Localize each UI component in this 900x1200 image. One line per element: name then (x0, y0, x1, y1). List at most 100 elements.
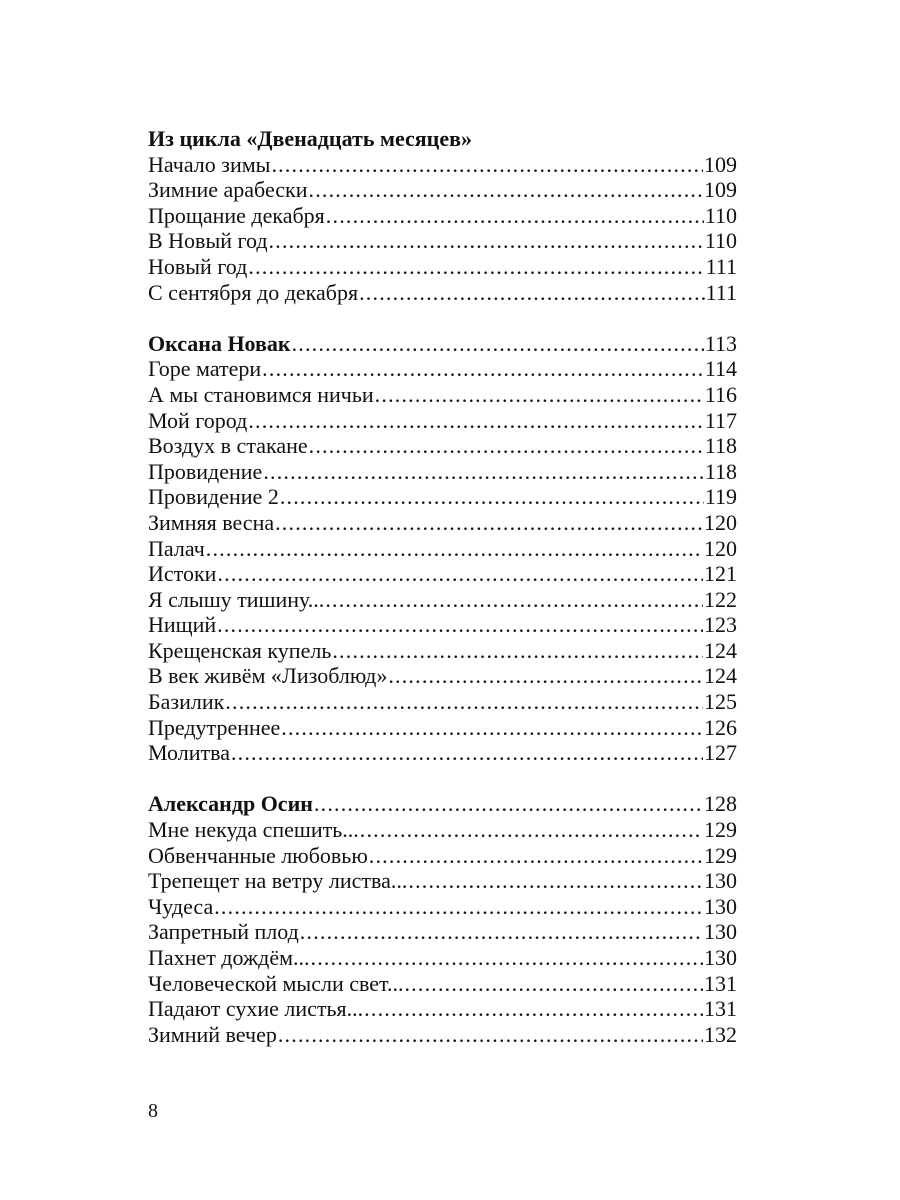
toc-entry: Горе матери 114 (148, 356, 737, 382)
dot-leader (359, 280, 705, 306)
toc-entry-page: 118 (704, 433, 737, 459)
toc-entry-title: А мы становимся ничьи (148, 381, 374, 407)
toc-entry: Предутреннее 126 (148, 715, 737, 741)
toc-entry-page: 124 (704, 637, 737, 663)
dot-leader (300, 919, 703, 945)
dot-leader (360, 817, 703, 843)
toc-entry-title: Предутреннее (148, 714, 281, 740)
toc-entry-page: 120 (704, 535, 737, 561)
toc-entry: Провидение 118 (148, 459, 737, 485)
toc-entry-title: Начало зимы (148, 151, 271, 177)
page-number: 8 (148, 1100, 158, 1122)
toc-entry-title: Палач (148, 535, 205, 561)
dot-leader (311, 945, 703, 971)
toc-entry: Обвенчанные любовью 129 (148, 843, 737, 869)
toc-entry: Мне некуда спешить... 129 (148, 817, 737, 843)
toc-entry-title: Пахнет дождём... (148, 945, 310, 970)
toc-entry: Палач 120 (148, 536, 737, 562)
section-heading-page: 113 (704, 330, 737, 356)
toc-entry-page: 130 (704, 945, 737, 970)
toc-entry-title: Воздух в стакане (148, 433, 308, 459)
toc-entry-title: Трепещет на ветру листва... (148, 868, 408, 894)
toc-entry-page: 109 (704, 151, 737, 177)
toc-entry-page: 119 (704, 484, 737, 510)
toc-entry-page: 118 (704, 458, 737, 484)
toc-entry-title: В век живём «Лизоблюд» (148, 663, 388, 689)
toc-entry: Человеческой мысли свет... 131 (148, 971, 737, 997)
toc-entry: Зимний вечер 132 (148, 1022, 737, 1048)
toc-entry-page: 117 (704, 407, 737, 433)
section-heading-title: Оксана Новак (148, 330, 291, 356)
toc-entry-title: Провидение (148, 458, 263, 484)
dot-leader (280, 484, 704, 510)
toc-entry: Крещенская купель 124 (148, 638, 737, 664)
toc-entry: В Новый год 110 (148, 228, 737, 254)
toc-entry-title: Падают сухие листья... (148, 996, 364, 1022)
toc-entry: Падают сухие листья... 131 (148, 996, 737, 1022)
dot-leader (231, 740, 703, 766)
toc-entry: Чудеса 130 (148, 894, 737, 920)
toc-entry-title: Мне некуда спешить... (148, 817, 359, 843)
toc-entry-page: 120 (704, 509, 737, 535)
dot-leader (375, 382, 704, 408)
toc-entry-title: С сентября до декабря (148, 279, 359, 305)
toc-entry: Новый год 111 (148, 254, 737, 280)
toc-entry-page: 110 (704, 202, 737, 228)
dot-leader (332, 638, 703, 664)
toc-entry: Начало зимы 109 (148, 152, 737, 178)
toc-entry-title: Мой город (148, 407, 248, 433)
toc-entry-page: 131 (704, 970, 737, 996)
toc-entry-page: 121 (704, 561, 737, 587)
dot-leader (408, 868, 703, 894)
toc-entry: В век живём «Лизоблюд» 124 (148, 663, 737, 689)
dot-leader (262, 356, 704, 382)
toc-entry: Мой город 117 (148, 408, 737, 434)
toc-entry-page: 129 (704, 817, 737, 843)
dot-leader (269, 228, 704, 254)
dot-leader (217, 561, 703, 587)
dot-leader (214, 894, 703, 920)
dot-leader (275, 510, 703, 536)
dot-leader (278, 1022, 703, 1048)
toc-entry-title: Запретный плод (148, 919, 299, 945)
toc-entry-page: 124 (704, 663, 737, 689)
dot-leader (309, 433, 704, 459)
toc-entry-title: Истоки (148, 561, 217, 587)
toc-entry: Молитва 127 (148, 740, 737, 766)
toc-entry-page: 114 (704, 356, 737, 382)
toc-entry-title: Горе матери (148, 356, 262, 382)
toc-entry-page: 127 (704, 740, 737, 766)
toc-entry-title: Нищий (148, 612, 217, 638)
toc-entry-page: 122 (704, 586, 737, 612)
toc-entry: Зимняя весна 120 (148, 510, 737, 536)
toc-entry-title: Обвенчанные любовью (148, 842, 368, 868)
dot-leader (325, 587, 703, 613)
toc-entry-page: 132 (704, 1021, 737, 1047)
dot-leader (263, 459, 703, 485)
toc-entry: Я слышу тишину... 122 (148, 587, 737, 613)
dot-leader (404, 971, 703, 997)
toc-entry: Пахнет дождём... 130 (148, 945, 737, 971)
toc-entry-title: Молитва (148, 740, 230, 766)
toc-entry: Базилик 125 (148, 689, 737, 715)
toc-entry: Трепещет на ветру листва... 130 (148, 868, 737, 894)
section-heading: Оксана Новак 113 (148, 331, 737, 357)
table-of-contents: Из цикла «Двенадцать месяцев» Начало зимы… (148, 126, 737, 1047)
toc-entry: Запретный плод 130 (148, 919, 737, 945)
dot-leader (314, 791, 703, 817)
toc-entry-page: 125 (704, 689, 737, 715)
dot-leader (364, 996, 703, 1022)
toc-entry-title: Чудеса (148, 893, 214, 919)
toc-entry-title: Зимний вечер (148, 1021, 277, 1047)
toc-entry-page: 111 (705, 279, 737, 305)
dot-leader (271, 152, 703, 178)
toc-entry-title: Зимние арабески (148, 177, 308, 203)
toc-entry: Провидение 2 119 (148, 484, 737, 510)
toc-entry-page: 123 (704, 612, 737, 638)
toc-entry-title: Провидение 2 (148, 484, 279, 510)
toc-entry: Воздух в стакане 118 (148, 433, 737, 459)
toc-entry-title: Прощание декабря (148, 202, 325, 228)
toc-entry-title: Базилик (148, 689, 225, 715)
toc-entry-page: 109 (704, 177, 737, 203)
toc-entry: С сентября до декабря 111 (148, 280, 737, 306)
